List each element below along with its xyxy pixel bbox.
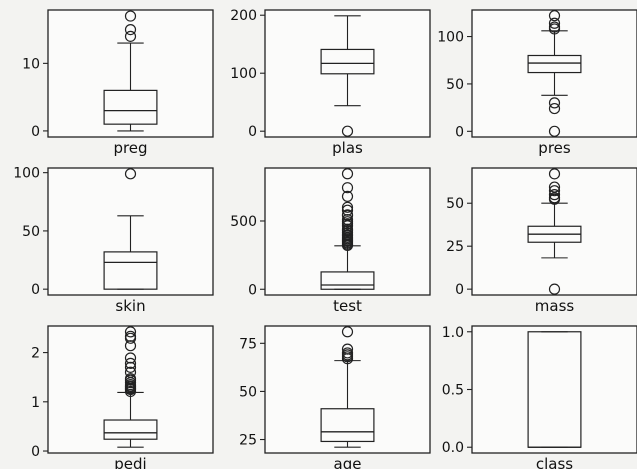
outlier-point	[124, 366, 137, 378]
y-tick-label: 100	[230, 66, 257, 82]
outlier-point	[548, 10, 561, 22]
subplot-pedi: 0 1 2 pedi	[31, 325, 214, 469]
y-tick-label: 50	[446, 77, 464, 93]
outlier-point	[548, 97, 561, 109]
outlier-point	[124, 340, 137, 352]
plot-frame	[264, 167, 431, 296]
x-axis-label: skin	[115, 297, 145, 315]
iqr-box	[320, 48, 375, 75]
iqr-box	[103, 419, 158, 440]
outlier-point	[124, 326, 137, 338]
subplot-age: 25 50 75 age	[239, 325, 431, 469]
y-tick-label: 75	[239, 336, 257, 352]
x-axis-label: preg	[113, 139, 147, 157]
x-axis-label: test	[333, 297, 362, 315]
x-axis-label: pedi	[114, 455, 146, 469]
y-tick-label: 50	[446, 196, 464, 212]
outlier-point	[341, 326, 354, 338]
y-tick-label: 0	[248, 282, 257, 298]
outlier-point	[341, 201, 354, 213]
y-tick-label: 1	[31, 395, 40, 411]
y-tick-label: 1.0	[442, 325, 464, 341]
subplot-skin: 0 50 100 skin	[13, 166, 214, 315]
outlier-point	[548, 185, 561, 197]
iqr-box	[320, 271, 375, 290]
outlier-point	[124, 352, 137, 364]
y-tick-label: 200	[230, 8, 257, 24]
outlier-point	[341, 190, 354, 203]
x-axis-label: age	[334, 455, 362, 469]
outlier-point	[124, 30, 137, 42]
outlier-point	[341, 347, 354, 359]
x-axis-label: pres	[538, 139, 571, 157]
y-tick-label: 0	[31, 282, 40, 298]
plot-frame	[471, 167, 637, 296]
outlier-point	[124, 23, 137, 36]
subplot-preg: 0 10 preg	[22, 9, 214, 157]
outlier-point	[548, 17, 561, 29]
subplot-class: 0.0 0.5 1.0 class	[442, 325, 637, 469]
outlier-point	[548, 168, 561, 180]
y-tick-label: 0	[455, 282, 464, 298]
outlier-point	[124, 330, 137, 342]
subplot-plas: 0 100 200 plas	[230, 8, 431, 157]
subplot-mass: 0 25 50 mass	[446, 167, 637, 315]
y-tick-label: 100	[13, 166, 40, 182]
y-tick-label: 50	[239, 384, 257, 400]
y-tick-label: 10	[22, 56, 40, 72]
outlier-point	[341, 168, 354, 180]
y-tick-label: 25	[446, 239, 464, 255]
x-axis-label: mass	[535, 297, 575, 315]
y-tick-label: 0.5	[442, 383, 464, 399]
outlier-point	[548, 125, 561, 137]
iqr-box	[103, 89, 158, 125]
outlier-point	[124, 361, 137, 373]
x-axis-label: class	[536, 455, 573, 469]
outlier-point	[341, 204, 354, 216]
outlier-point	[124, 168, 137, 180]
outlier-point	[548, 21, 561, 33]
y-tick-label: 50	[22, 224, 40, 240]
outlier-point	[548, 192, 561, 204]
iqr-box	[527, 54, 582, 74]
subplot-pres: 0 50 100 pres	[437, 9, 637, 157]
subplot-test: 0 500 test	[230, 167, 431, 315]
outlier-point	[124, 357, 137, 370]
y-tick-label: 0	[455, 124, 464, 140]
outlier-point	[341, 125, 354, 137]
iqr-box	[103, 251, 158, 290]
outlier-point	[124, 10, 137, 22]
outlier-point	[548, 283, 561, 295]
y-tick-label: 25	[239, 433, 257, 449]
y-tick-label: 500	[230, 214, 257, 230]
y-tick-label: 0.0	[442, 440, 464, 456]
outlier-point	[341, 343, 354, 355]
outlier-point	[548, 189, 561, 201]
outlier-point	[341, 209, 354, 221]
plot-frame	[471, 325, 637, 454]
x-axis-label: plas	[332, 139, 363, 157]
outlier-point	[548, 102, 561, 115]
outlier-point	[548, 181, 561, 193]
y-tick-label: 0	[31, 444, 40, 460]
y-tick-label: 0	[31, 124, 40, 140]
y-tick-label: 2	[31, 346, 40, 362]
outlier-point	[341, 182, 354, 194]
outlier-point	[124, 373, 137, 385]
y-tick-label: 100	[437, 30, 464, 46]
iqr-box	[320, 408, 375, 443]
y-tick-label: 0	[248, 124, 257, 140]
